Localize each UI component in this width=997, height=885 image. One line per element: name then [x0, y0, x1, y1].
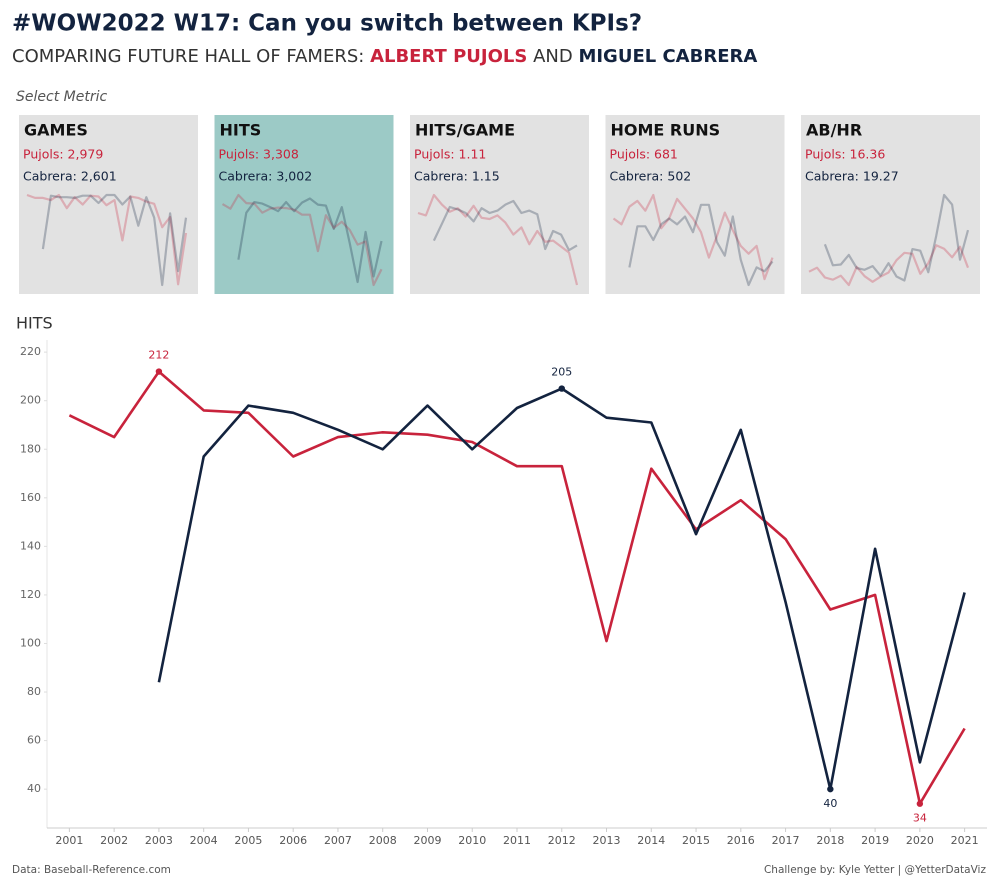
card-background — [410, 115, 589, 294]
card-kpi: Pujols: 2,979 — [23, 147, 103, 162]
sparkline — [432, 199, 578, 252]
subtitle-joiner: AND — [533, 46, 573, 67]
y-tick-label: 220 — [20, 345, 41, 358]
metric-card[interactable]: GAMES Pujols: 2,979 Cabrera: 2,601 — [19, 115, 198, 294]
player-2: MIGUEL CABRERA — [578, 46, 757, 67]
metric-card[interactable]: HITS/GAME Pujols: 1.11 Cabrera: 1.15 — [410, 115, 589, 294]
card-background — [605, 115, 785, 294]
card-kpi: Pujols: 1.11 — [414, 147, 486, 162]
sparkline — [237, 197, 383, 284]
sparkline — [808, 244, 970, 287]
metric-card[interactable]: HITS Pujols: 3,308 Cabrera: 3,002 — [214, 115, 394, 294]
x-tick-label: 2002 — [100, 834, 128, 847]
x-tick-label: 2016 — [727, 834, 755, 847]
card-kpi: Cabrera: 2,601 — [23, 169, 117, 184]
subtitle: COMPARING FUTURE HALL OF FAMERS: ALBERT … — [12, 46, 757, 67]
source: Data: Baseball-Reference.com — [12, 864, 171, 876]
x-tick-label: 2005 — [234, 834, 262, 847]
x-tick-label: 2004 — [190, 834, 218, 847]
y-tick-label: 60 — [27, 734, 41, 747]
data-label: 212 — [148, 349, 169, 362]
y-tick-label: 140 — [20, 539, 41, 552]
metric-card[interactable]: AB/HR Pujols: 16.36 Cabrera: 19.27 — [801, 115, 980, 294]
card-title: HOME RUNS — [611, 121, 721, 140]
extreme-point — [558, 385, 565, 392]
credit: Challenge by: Kyle Yetter | @YetterDataV… — [764, 864, 987, 876]
x-tick-label: 2007 — [324, 834, 352, 847]
series-line — [157, 387, 966, 791]
data-label: 40 — [823, 797, 837, 810]
x-tick-label: 2017 — [772, 834, 800, 847]
y-tick-label: 40 — [27, 782, 41, 795]
sparkline — [612, 193, 774, 281]
data-label: 34 — [913, 812, 927, 825]
x-tick-label: 2014 — [637, 834, 665, 847]
card-title: HITS/GAME — [415, 121, 515, 140]
sparkline — [823, 193, 970, 282]
sparkline — [221, 193, 383, 287]
y-tick-label: 100 — [20, 636, 41, 649]
card-kpi: Pujols: 681 — [610, 147, 678, 162]
metric-card[interactable]: HOME RUNS Pujols: 681 Cabrera: 502 — [605, 115, 785, 294]
x-tick-label: 2011 — [503, 834, 531, 847]
card-kpi: Pujols: 16.36 — [805, 147, 885, 162]
x-tick-label: 2012 — [548, 834, 576, 847]
x-tick-label: 2006 — [279, 834, 307, 847]
y-tick-label: 80 — [27, 685, 41, 698]
y-tick-label: 160 — [20, 491, 41, 504]
x-tick-label: 2021 — [951, 834, 979, 847]
extreme-point — [827, 785, 834, 793]
selector-label: Select Metric — [16, 89, 107, 105]
sparkline — [628, 203, 774, 287]
sparkline — [417, 193, 579, 286]
chart-title: HITS — [16, 314, 53, 333]
x-tick-label: 2018 — [816, 834, 844, 847]
data-label: 205 — [551, 366, 572, 379]
subtitle-lead: COMPARING FUTURE HALL OF FAMERS: — [12, 46, 364, 67]
x-tick-label: 2008 — [369, 834, 397, 847]
card-title: GAMES — [24, 121, 88, 140]
card-background — [19, 115, 198, 294]
x-tick-label: 2003 — [145, 834, 173, 847]
card-kpi: Cabrera: 502 — [610, 169, 692, 184]
card-kpi: Pujols: 3,308 — [219, 147, 299, 162]
card-kpi: Cabrera: 1.15 — [414, 169, 500, 184]
x-tick-label: 2001 — [55, 834, 83, 847]
card-background — [214, 115, 394, 294]
card-background — [801, 115, 980, 294]
x-tick-label: 2013 — [593, 834, 621, 847]
x-tick-label: 2020 — [906, 834, 934, 847]
card-kpi: Cabrera: 3,002 — [219, 169, 313, 184]
card-title: HITS — [220, 121, 262, 140]
card-title: AB/HR — [806, 121, 862, 140]
y-tick-label: 120 — [20, 588, 41, 601]
x-tick-label: 2019 — [861, 834, 889, 847]
x-tick-label: 2010 — [458, 834, 486, 847]
x-tick-label: 2009 — [413, 834, 441, 847]
extreme-point — [916, 800, 924, 807]
title: #WOW2022 W17: Can you switch between KPI… — [12, 11, 642, 37]
x-tick-label: 2015 — [682, 834, 710, 847]
y-tick-label: 180 — [20, 442, 41, 455]
player-1: ALBERT PUJOLS — [370, 46, 527, 67]
extreme-point — [155, 368, 163, 375]
sparkline — [41, 193, 188, 287]
card-kpi: Cabrera: 19.27 — [805, 169, 899, 184]
series-line — [68, 370, 966, 805]
y-tick-label: 200 — [20, 394, 41, 407]
sparkline — [26, 193, 188, 286]
